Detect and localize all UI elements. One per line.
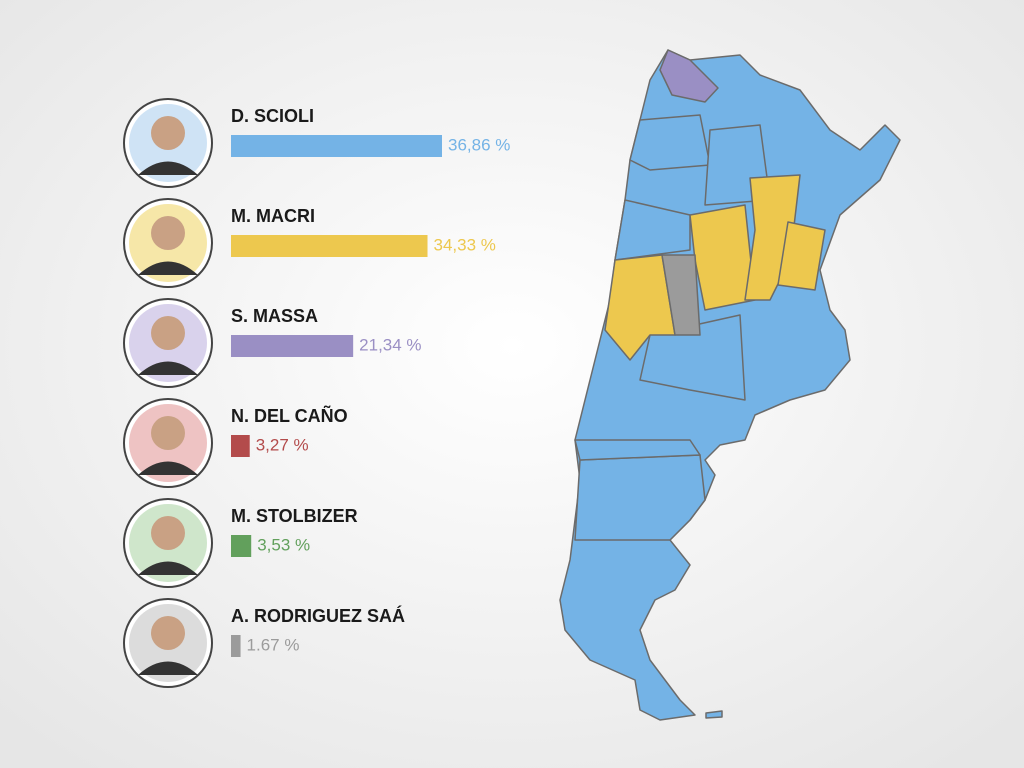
avatar-head: [151, 516, 185, 550]
island: [705, 710, 723, 719]
value-label: 3,53 %: [257, 535, 310, 554]
avatar-body: [138, 361, 198, 375]
bar: [231, 535, 252, 557]
candidate-name: A. RODRIGUEZ SAÁ: [231, 605, 405, 626]
avatar-head: [151, 616, 185, 650]
bar: [231, 135, 442, 157]
province: [629, 114, 711, 171]
value-label: 3,27 %: [256, 435, 309, 454]
avatar-head: [151, 416, 185, 450]
candidate-name: D. SCIOLI: [231, 106, 314, 126]
candidate-name: M. STOLBIZER: [231, 506, 358, 526]
bar: [231, 235, 428, 257]
province: [614, 199, 691, 261]
bar: [231, 335, 354, 357]
province: [659, 49, 719, 103]
value-label: 21,34 %: [359, 335, 421, 354]
avatar-body: [138, 561, 198, 575]
province: [574, 439, 701, 461]
candidate-name: M. MACRI: [231, 206, 315, 226]
candidate-name: N. DEL CAÑO: [231, 405, 348, 426]
bar: [231, 635, 241, 657]
avatar-body: [138, 461, 198, 475]
value-label: 1.67 %: [247, 635, 300, 654]
province: [744, 174, 801, 301]
avatar-head: [151, 116, 185, 150]
avatar-body: [138, 161, 198, 175]
province: [639, 314, 746, 401]
candidate-name: S. MASSA: [231, 306, 318, 326]
avatar-body: [138, 261, 198, 275]
value-label: 36,86 %: [448, 135, 510, 154]
province: [777, 221, 826, 291]
map: [559, 49, 901, 721]
value-label: 34,33 %: [434, 235, 496, 254]
bar: [231, 435, 250, 457]
avatar-body: [138, 661, 198, 675]
avatar-head: [151, 216, 185, 250]
province: [661, 254, 701, 336]
avatar-head: [151, 316, 185, 350]
province: [689, 204, 756, 311]
